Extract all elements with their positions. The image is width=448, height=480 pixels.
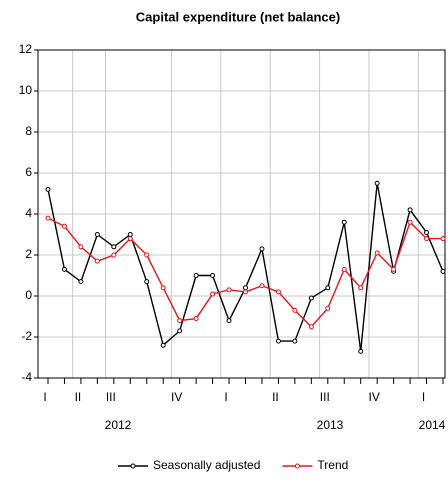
data-point xyxy=(292,307,298,313)
y-tick-label: 6 xyxy=(25,165,32,179)
data-point xyxy=(407,207,413,213)
data-point xyxy=(160,342,166,348)
data-point xyxy=(292,338,298,344)
chart-title: Capital expenditure (net balance) xyxy=(136,9,340,24)
legend-label: Seasonally adjusted xyxy=(153,458,260,472)
data-point xyxy=(78,279,84,285)
data-point xyxy=(193,273,199,278)
data-point xyxy=(358,285,364,291)
data-point xyxy=(45,186,51,192)
data-point xyxy=(325,305,331,311)
data-point xyxy=(424,229,430,235)
x-tick-label: IV xyxy=(368,390,379,404)
legend-marker xyxy=(294,463,300,469)
y-tick-label: 4 xyxy=(25,206,32,220)
data-point xyxy=(144,279,150,285)
year-label: 2012 xyxy=(105,418,132,432)
data-point xyxy=(111,252,117,258)
data-point xyxy=(440,268,446,274)
data-point xyxy=(177,318,183,324)
series-line xyxy=(47,217,443,328)
y-tick-label: 2 xyxy=(25,247,32,261)
x-tick-label: I xyxy=(224,390,227,404)
data-point xyxy=(61,266,67,272)
data-point xyxy=(61,223,67,229)
series-line xyxy=(47,183,444,352)
y-tick-label: -4 xyxy=(21,370,32,384)
data-point xyxy=(374,250,380,256)
data-point xyxy=(177,328,183,334)
x-tick-label: III xyxy=(106,390,116,404)
data-point xyxy=(341,266,347,272)
y-tick-label: -2 xyxy=(21,329,32,343)
y-tick-label: 12 xyxy=(19,42,33,56)
data-point xyxy=(358,348,364,354)
data-point xyxy=(243,285,248,291)
data-point xyxy=(308,295,314,301)
data-point xyxy=(144,252,150,258)
data-point xyxy=(94,232,100,237)
data-point xyxy=(275,338,281,344)
plot-frame xyxy=(37,49,446,379)
legend-label: Trend xyxy=(317,458,348,472)
x-tick-label: I xyxy=(422,390,425,404)
data-point xyxy=(127,236,133,242)
x-tick-label: II xyxy=(272,390,279,404)
data-point xyxy=(160,285,166,291)
data-point xyxy=(424,236,430,242)
legend-marker xyxy=(130,463,136,469)
year-label: 2013 xyxy=(317,418,344,432)
y-tick-label: 10 xyxy=(19,83,33,97)
data-point xyxy=(440,236,446,242)
y-tick-label: 0 xyxy=(25,288,32,302)
data-point xyxy=(391,266,397,272)
data-point xyxy=(325,285,331,291)
y-tick-label: 8 xyxy=(25,124,32,138)
x-tick-label: II xyxy=(75,390,82,404)
data-point xyxy=(374,180,380,186)
data-point xyxy=(243,289,248,295)
data-point xyxy=(78,244,84,250)
data-point xyxy=(226,318,232,324)
x-tick-label: I xyxy=(43,390,46,404)
data-point xyxy=(111,244,117,250)
data-point xyxy=(259,246,265,252)
data-point xyxy=(94,258,100,264)
x-tick-label: III xyxy=(320,390,330,404)
x-tick-label: IV xyxy=(171,390,182,404)
data-point xyxy=(259,283,265,289)
data-point xyxy=(407,219,413,225)
data-point xyxy=(275,289,281,295)
data-point xyxy=(45,215,51,221)
data-point xyxy=(341,219,347,225)
data-point xyxy=(127,232,133,237)
data-point xyxy=(226,287,232,293)
data-point xyxy=(308,324,314,330)
year-label: 2014 xyxy=(419,418,446,432)
data-point xyxy=(193,316,199,322)
data-point xyxy=(210,273,216,278)
data-point xyxy=(210,291,216,297)
